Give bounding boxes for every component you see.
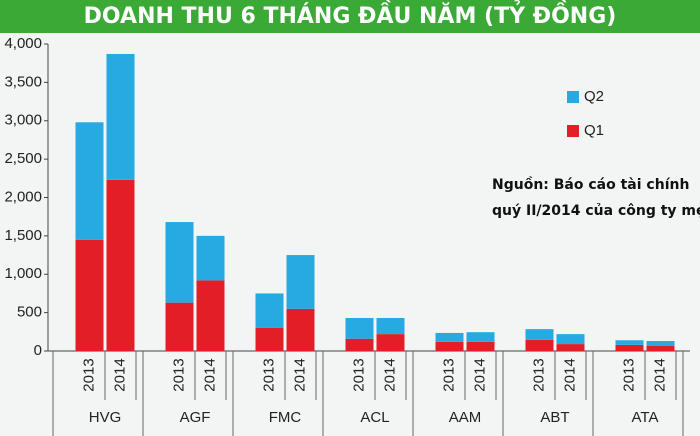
bar-segment <box>165 302 194 351</box>
bar-segment <box>525 329 554 340</box>
y-tick-label: 3,000 <box>4 112 42 129</box>
y-tick-label: 2,000 <box>4 188 42 205</box>
bar-segment <box>75 122 104 240</box>
x-tick-label: 2013 <box>260 358 277 391</box>
title-banner <box>0 0 700 33</box>
bar-segment <box>615 340 644 345</box>
group-label: AAM <box>449 409 482 426</box>
x-tick-label: 2014 <box>111 358 128 391</box>
legend-label: Q1 <box>584 122 604 139</box>
legend-swatch <box>567 91 579 103</box>
x-tick-label: 2014 <box>201 358 218 391</box>
y-tick-label: 0 <box>34 342 42 359</box>
y-tick-label: 3,500 <box>4 73 42 90</box>
bar-segment <box>106 179 135 351</box>
bar-segment <box>376 334 405 351</box>
y-tick-label: 4,000 <box>4 35 42 52</box>
bar-segment <box>646 346 675 351</box>
bar-segment <box>345 317 374 339</box>
y-tick-label: 2,500 <box>4 150 42 167</box>
annotation: quý II/2014 của công ty mẹ <box>492 203 700 219</box>
group-label: HVG <box>89 409 122 426</box>
legend-swatch <box>567 125 579 137</box>
group-label: AGF <box>180 409 211 426</box>
bar-segment <box>345 338 374 351</box>
chart-title: DOANH THU 6 THÁNG ĐẦU NĂM (TỶ ĐỒNG) <box>84 0 617 29</box>
y-tick-label: 500 <box>17 304 42 321</box>
x-tick-label: 2013 <box>620 358 637 391</box>
bar-segment <box>255 293 284 328</box>
x-tick-label: 2013 <box>350 358 367 391</box>
x-tick-label: 2013 <box>530 358 547 391</box>
bar-segment <box>525 339 554 351</box>
bar-segment <box>435 332 464 342</box>
bar-segment <box>196 280 225 351</box>
bar-segment <box>466 332 495 342</box>
bar-segment <box>435 341 464 351</box>
group-label: ACL <box>360 409 389 426</box>
bar-segment <box>106 53 135 180</box>
group-label: FMC <box>269 409 302 426</box>
bar-segment <box>556 344 585 351</box>
bar-segment <box>556 334 585 345</box>
y-tick-label: 1,500 <box>4 227 42 244</box>
bar-segment <box>196 235 225 281</box>
bar-segment <box>646 341 675 347</box>
x-tick-label: 2013 <box>80 358 97 391</box>
group-label: ABT <box>540 409 569 426</box>
x-tick-label: 2014 <box>651 358 668 391</box>
y-tick-label: 1,000 <box>4 265 42 282</box>
x-tick-label: 2014 <box>381 358 398 391</box>
bar-segment <box>376 317 405 335</box>
bar-segment <box>615 344 644 351</box>
bar-segment <box>75 239 104 351</box>
x-tick-label: 2014 <box>291 358 308 391</box>
bar-segment <box>165 222 194 303</box>
x-tick-label: 2013 <box>440 358 457 391</box>
x-tick-label: 2013 <box>170 358 187 391</box>
legend-label: Q2 <box>584 88 604 105</box>
bar-segment <box>286 308 315 351</box>
annotation: Nguồn: Báo cáo tài chính <box>492 176 689 193</box>
x-tick-label: 2014 <box>471 358 488 391</box>
bar-segment <box>255 327 284 351</box>
bar-segment <box>286 255 315 309</box>
x-tick-label: 2014 <box>561 358 578 391</box>
group-label: ATA <box>632 409 659 426</box>
bar-segment <box>466 341 495 351</box>
